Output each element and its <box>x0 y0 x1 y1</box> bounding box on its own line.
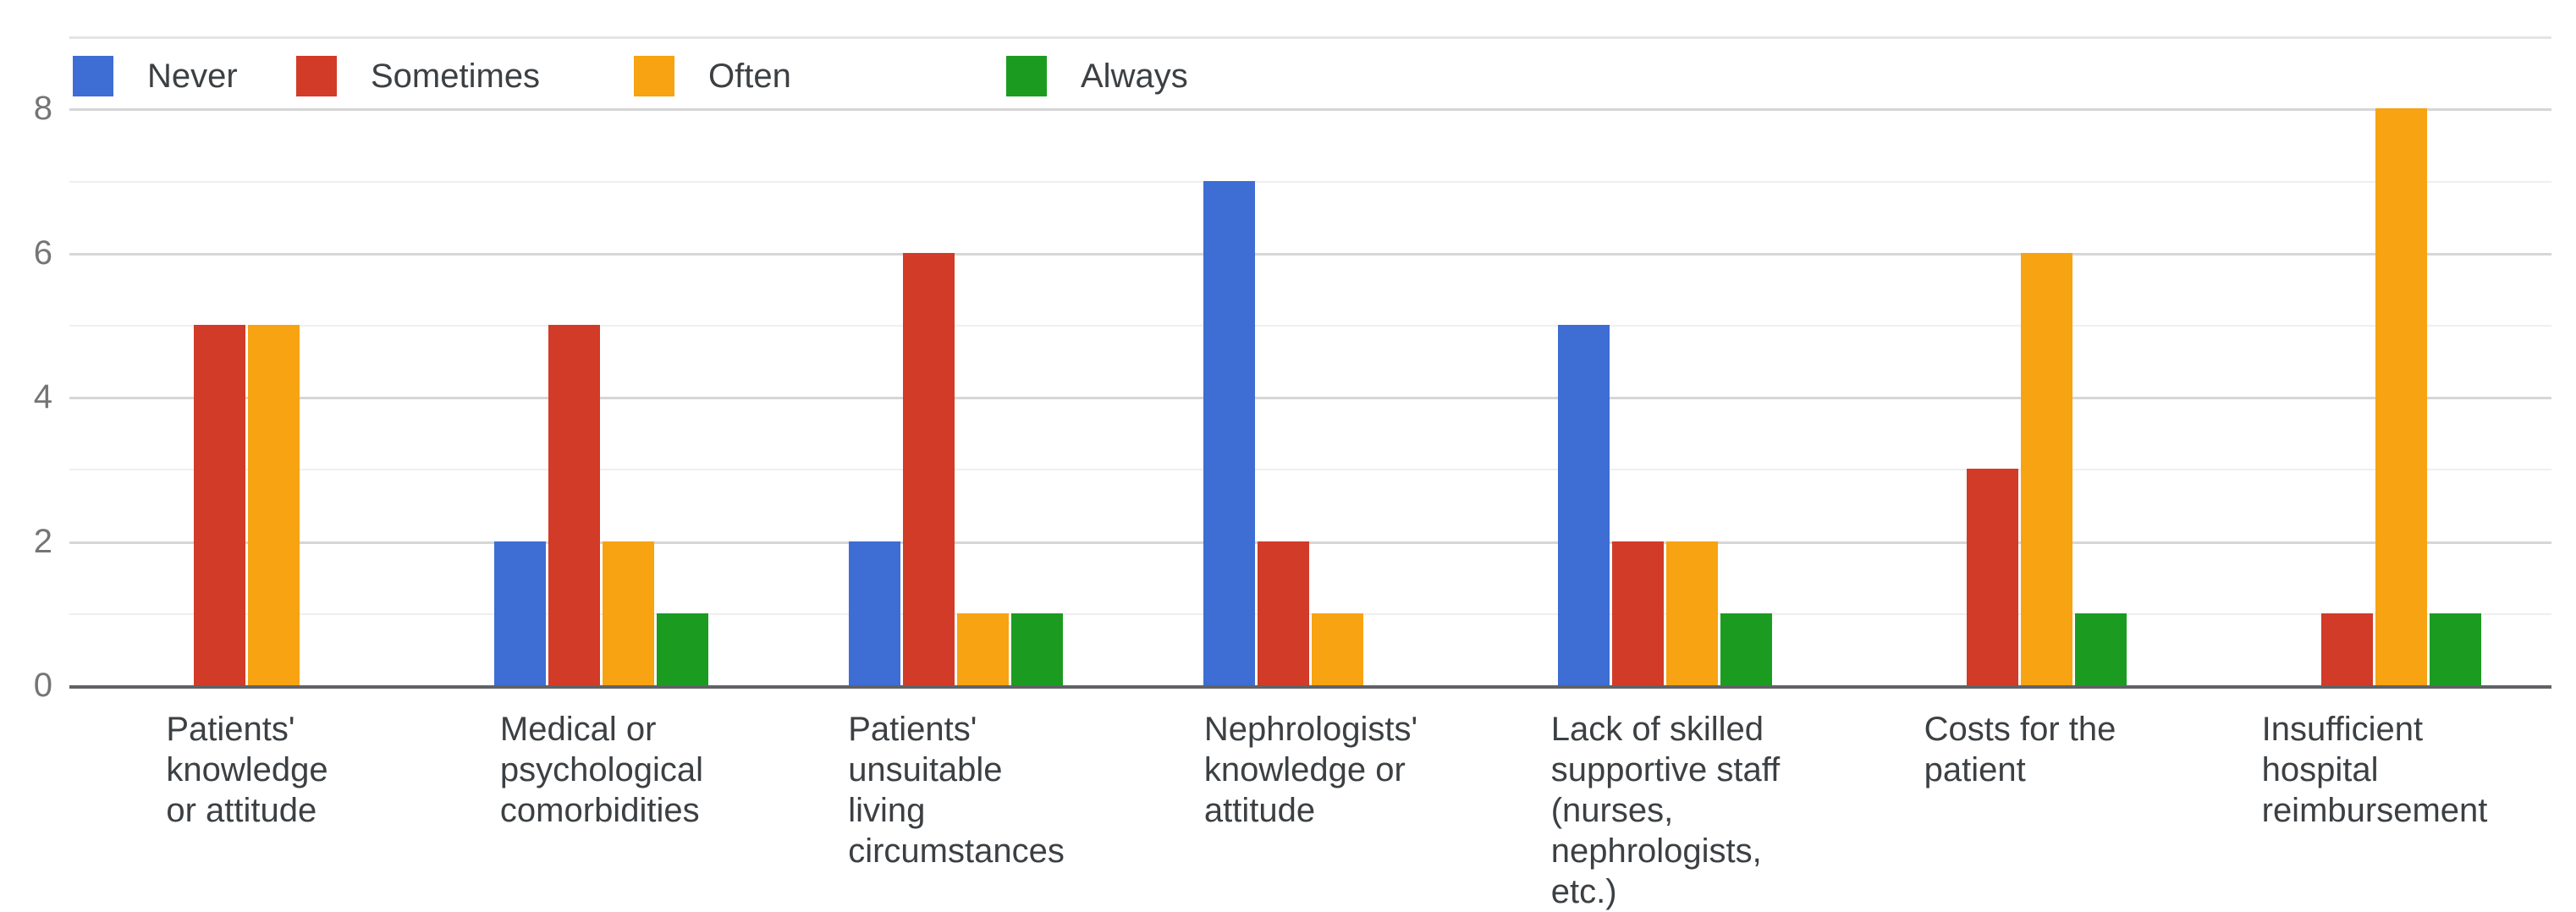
bar-often-category-6 <box>2021 253 2072 685</box>
bar-often-category-4 <box>1312 613 1363 685</box>
gridline-y-6 <box>69 253 2551 255</box>
bar-always-category-2 <box>657 613 708 685</box>
bar-sometimes-category-5 <box>1612 541 1664 685</box>
legend-swatch-never <box>73 56 113 96</box>
bar-sometimes-category-7 <box>2321 613 2373 685</box>
x-axis-category-label-4: Nephrologists' knowledge or attitude <box>1203 711 1418 829</box>
x-axis-category-label-5: Lack of skilled supportive staff (nurses… <box>1550 711 1781 910</box>
y-axis-tick-label-8: 8 <box>33 90 52 127</box>
legend-label-always: Always <box>1081 58 1188 95</box>
bar-often-category-7 <box>2375 108 2427 685</box>
gridline-y-1 <box>69 613 2551 615</box>
x-axis-category-label-6: Costs for the patient <box>1924 711 2116 788</box>
bar-never-category-4 <box>1203 181 1255 685</box>
gridline-y-8 <box>69 108 2551 111</box>
legend-swatch-sometimes <box>296 56 337 96</box>
bar-often-category-3 <box>957 613 1009 685</box>
bar-never-category-2 <box>494 541 546 685</box>
legend-item-never: Never <box>73 56 238 96</box>
gridline-y-7 <box>69 181 2551 183</box>
bar-often-category-2 <box>603 541 654 685</box>
y-axis-tick-label-6: 6 <box>33 234 52 272</box>
legend-label-often: Often <box>708 58 791 95</box>
gridline-y-5 <box>69 325 2551 327</box>
gridline-y-3 <box>69 469 2551 470</box>
x-axis-category-label-7: Insufficient hospital reimbursement <box>2261 711 2488 829</box>
plot-top-border <box>69 36 2551 39</box>
y-axis-tick-label-0: 0 <box>33 667 52 704</box>
legend-item-always: Always <box>1006 56 1188 96</box>
bar-sometimes-category-4 <box>1258 541 1309 685</box>
bar-sometimes-category-3 <box>903 253 955 685</box>
legend-item-often: Often <box>634 56 791 96</box>
gridline-y-4 <box>69 397 2551 399</box>
bar-often-category-5 <box>1666 541 1718 685</box>
bar-never-category-3 <box>849 541 900 685</box>
bar-always-category-7 <box>2430 613 2481 685</box>
y-axis-tick-label-2: 2 <box>33 523 52 560</box>
x-axis-category-label-1: Patients' knowledge or attitude <box>166 711 328 829</box>
legend-label-never: Never <box>147 58 238 95</box>
legend-item-sometimes: Sometimes <box>296 56 540 96</box>
legend-label-sometimes: Sometimes <box>371 58 541 95</box>
bar-often-category-1 <box>248 325 300 685</box>
bar-always-category-3 <box>1011 613 1063 685</box>
legend-swatch-always <box>1006 56 1047 96</box>
x-axis-baseline <box>69 685 2551 689</box>
bar-never-category-5 <box>1558 325 1610 685</box>
bar-sometimes-category-1 <box>194 325 245 685</box>
legend-swatch-often <box>634 56 674 96</box>
x-axis-category-label-3: Patients' unsuitable living circumstance… <box>848 711 1065 870</box>
bar-sometimes-category-2 <box>548 325 600 685</box>
bar-always-category-6 <box>2075 613 2127 685</box>
bar-sometimes-category-6 <box>1967 469 2018 685</box>
x-axis-category-label-2: Medical or psychological comorbidities <box>499 711 704 829</box>
y-axis-tick-label-4: 4 <box>33 378 52 415</box>
gridline-y-2 <box>69 541 2551 544</box>
bar-always-category-5 <box>1720 613 1772 685</box>
